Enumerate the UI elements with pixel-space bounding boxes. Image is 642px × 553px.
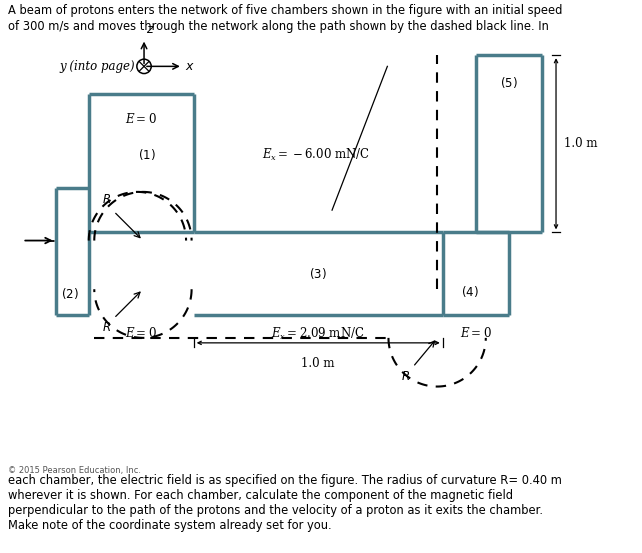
Text: x: x [186,60,193,73]
Text: $(5)$: $(5)$ [500,75,518,91]
Text: y (into page): y (into page) [59,60,135,73]
Text: A beam of protons enters the network of five chambers shown in the figure with a: A beam of protons enters the network of … [8,4,563,17]
Text: $E = 0$: $E = 0$ [125,326,157,340]
Text: $E = 0$: $E = 0$ [125,112,157,126]
Text: 1.0 m: 1.0 m [302,357,335,370]
Text: $(2)$: $(2)$ [61,286,79,301]
Text: $(4)$: $(4)$ [462,284,479,299]
Text: 1.0 m: 1.0 m [564,137,598,150]
Text: z: z [146,23,152,36]
Text: $R$: $R$ [401,369,410,383]
Text: $R$: $R$ [102,321,111,334]
Text: $E_x = -6.00\ \mathrm{mN/C}$: $E_x = -6.00\ \mathrm{mN/C}$ [261,147,369,163]
Text: $R$: $R$ [102,194,111,206]
Text: $E_x = 2.09\ \mathrm{mN/C}$: $E_x = 2.09\ \mathrm{mN/C}$ [272,326,365,342]
Text: of 300 m/s and moves through the network along the path shown by the dashed blac: of 300 m/s and moves through the network… [8,20,549,34]
Text: each chamber, the electric field is as specified on the figure. The radius of cu: each chamber, the electric field is as s… [8,474,562,532]
Text: $E = 0$: $E = 0$ [460,326,492,340]
Text: $(3)$: $(3)$ [309,266,327,281]
Text: $(1)$: $(1)$ [138,147,155,163]
Text: © 2015 Pearson Education, Inc.: © 2015 Pearson Education, Inc. [8,466,141,474]
